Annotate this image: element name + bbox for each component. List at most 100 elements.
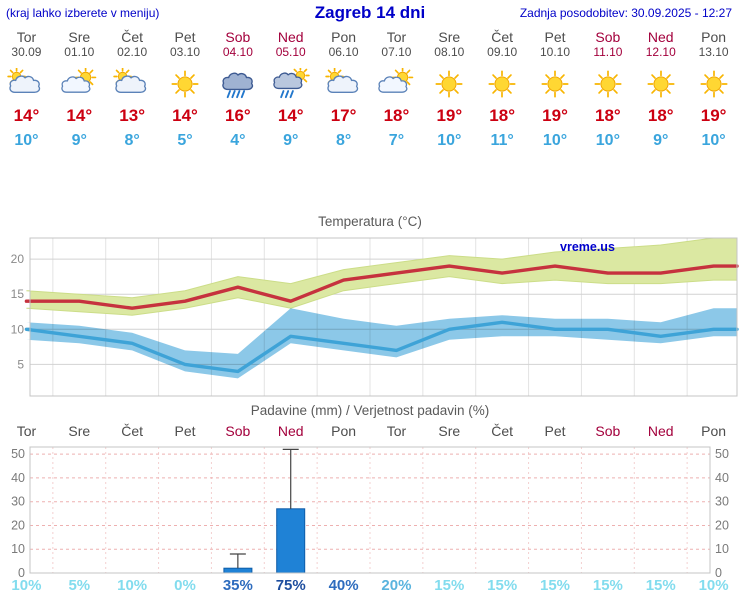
precip-axis-label-left: 20 — [11, 518, 25, 532]
day-column[interactable]: Čet 02.10 13° 8° — [106, 30, 159, 150]
day-column[interactable]: Pet 03.10 14° 5° — [159, 30, 212, 150]
day-date: 01.10 — [64, 45, 95, 59]
weather-icon-cloud-sun — [53, 68, 106, 100]
day-column[interactable]: Ned 12.10 18° 9° — [634, 30, 687, 150]
temp-axis-label: 10 — [11, 322, 25, 336]
day-column[interactable]: Sre 01.10 14° 9° — [53, 30, 106, 150]
day-max-temp: 14° — [277, 106, 304, 125]
weather-icon-sunny — [529, 68, 582, 100]
precip-axis-label-left: 30 — [11, 495, 25, 509]
day-name: Pon — [701, 29, 727, 45]
day-date: 06.10 — [328, 45, 359, 59]
temp-axis-label: 15 — [11, 287, 25, 301]
menu-hint-text: (kraj lahko izberete v meniju) — [6, 6, 160, 20]
precipitation-day-labels: Tor Sre Čet Pet Sob Ned Pon Tor Sre Čet Pet Sob Ned P… — [0, 423, 740, 439]
precip-axis-label-right: 50 — [715, 447, 729, 461]
precip-probability: 40% — [328, 577, 359, 594]
day-min-temp: 8° — [335, 132, 352, 149]
day-column[interactable]: Sre 08.10 19° 10° — [423, 30, 476, 150]
day-date: 05.10 — [275, 45, 306, 59]
precip-probability: 75% — [275, 577, 306, 594]
precip-bar — [276, 508, 306, 574]
precip-day-label: Sre — [68, 423, 91, 439]
day-min-temp: 10° — [595, 132, 620, 149]
day-max-temp: 13° — [119, 106, 145, 125]
day-name: Sre — [438, 29, 461, 45]
precip-probability: 20% — [381, 577, 412, 594]
day-date: 10.10 — [540, 45, 571, 59]
page-title: Zagreb 14 dni — [314, 3, 426, 22]
precip-probability: 10% — [11, 577, 42, 594]
day-date: 07.10 — [381, 45, 412, 59]
day-date: 02.10 — [117, 45, 148, 59]
day-max-temp: 14° — [172, 106, 198, 125]
weather-icon-sunny — [476, 68, 529, 100]
min-temp-line — [24, 320, 739, 374]
weather-icon-sunny — [159, 68, 212, 100]
precipitation-chart-title: Padavine (mm) / Verjetnost padavin (%) — [250, 403, 490, 418]
day-name: Pon — [331, 29, 357, 45]
day-name: Sob — [225, 29, 251, 45]
day-min-temp: 7° — [388, 132, 405, 149]
day-column[interactable]: Pet 10.10 19° 10° — [529, 30, 582, 150]
day-date: 30.09 — [11, 45, 42, 59]
precip-probability: 10% — [117, 577, 148, 594]
precip-axis-label-left: 10 — [11, 542, 25, 556]
day-column[interactable]: Tor 07.10 18° 7° — [370, 30, 423, 150]
precip-axis-label-right: 40 — [715, 471, 729, 485]
weather-icon-sun-cloud — [106, 68, 159, 100]
day-name: Pet — [174, 29, 196, 45]
precip-day-label: Pon — [701, 423, 727, 439]
precip-day-label: Tor — [16, 423, 37, 439]
precip-day-label: Sob — [595, 423, 621, 439]
day-column[interactable]: Sob 04.10 16° 4° — [211, 30, 264, 150]
precip-day-label: Ned — [277, 423, 304, 439]
watermark-link[interactable]: vreme.us — [560, 240, 615, 254]
day-min-temp: 8° — [124, 132, 140, 149]
precipitation-chart: 0 0 10 10 20 20 30 30 40 40 50 50 — [11, 446, 729, 578]
day-min-temp: 10° — [542, 132, 568, 149]
day-max-temp: 14° — [66, 106, 93, 125]
day-column[interactable]: Čet 09.10 18° 11° — [476, 30, 529, 150]
day-max-temp: 18° — [383, 106, 410, 125]
day-min-temp: 9° — [653, 132, 669, 149]
days-row: Tor 30.09 14° 10° Sre 01.10 14° 9° Čet 02.10 13° 8°… — [0, 30, 740, 150]
day-max-temp: 19° — [700, 106, 727, 125]
temp-axis-label: 5 — [17, 357, 24, 371]
day-max-temp: 19° — [542, 106, 568, 125]
weather-icon-sun-cloud — [0, 68, 53, 100]
day-date: 08.10 — [434, 45, 465, 59]
day-column[interactable]: Pon 06.10 17° 8° — [317, 30, 370, 150]
precip-day-label: Sre — [438, 423, 461, 439]
day-column[interactable]: Tor 30.09 14° 10° — [0, 30, 53, 150]
precip-day-label: Sob — [225, 423, 251, 439]
day-column[interactable]: Ned 05.10 14° 9° — [264, 30, 317, 150]
day-date: 11.10 — [593, 45, 623, 59]
day-date: 03.10 — [169, 45, 201, 59]
day-column[interactable]: Pon 13.10 19° 10° — [687, 30, 740, 150]
precip-probability: 15% — [540, 577, 571, 594]
temp-axis-label: 20 — [11, 252, 25, 266]
temperature-chart-title: Temperatura (°C) — [318, 214, 422, 229]
day-date: 13.10 — [698, 45, 729, 59]
last-updated-text: Zadnja posodobitev: 30.09.2025 - 12:27 — [519, 6, 732, 20]
day-name: Ned — [277, 29, 304, 45]
precip-axis-label-right: 10 — [715, 542, 729, 556]
precip-probability: 5% — [68, 577, 91, 594]
weather-icon-sunny — [581, 68, 634, 100]
precip-probability: 35% — [222, 577, 253, 594]
day-column[interactable]: Sob 11.10 18° 10° — [581, 30, 634, 150]
day-max-temp: 17° — [330, 106, 357, 125]
day-min-temp: 10° — [701, 132, 726, 149]
precip-bar — [223, 567, 253, 574]
precip-day-label: Pet — [174, 423, 196, 439]
day-min-temp: 10° — [437, 132, 462, 149]
weather-icon-sun-cloud — [317, 68, 370, 100]
precip-axis-label-right: 20 — [715, 518, 729, 532]
min-temp-band — [26, 308, 737, 379]
day-min-temp: 11° — [490, 132, 514, 149]
precip-probability: 10% — [698, 577, 729, 594]
day-min-temp: 9° — [283, 132, 299, 149]
day-date: 09.10 — [487, 45, 518, 59]
